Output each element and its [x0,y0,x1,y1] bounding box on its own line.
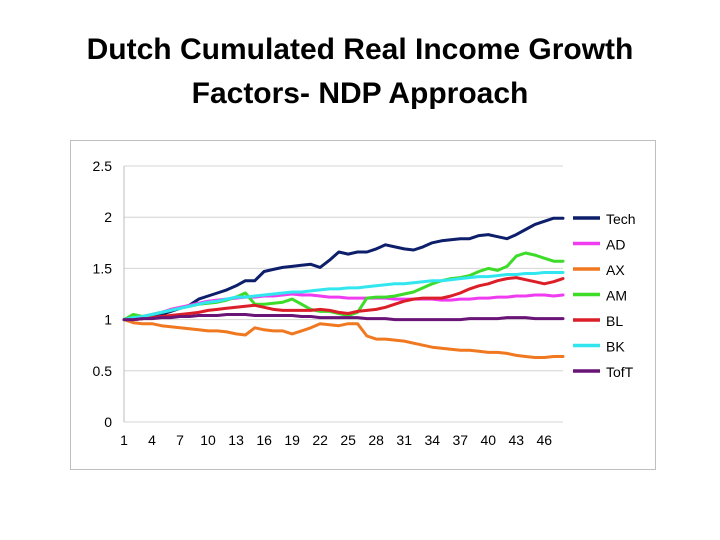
slide-title: Dutch Cumulated Real Income Growth Facto… [0,28,720,116]
legend-label-tech: Tech [606,211,636,227]
x-tick-label: 22 [312,432,328,448]
legend-label-ad: AD [606,237,625,253]
series-line-toft [122,313,565,322]
line-chart: 0 0.5 1 1.5 2 2.5 1 4 7 10 13 16 19 22 25 28 31 34 37 40 43 4… [93,158,636,448]
x-tick-label: 10 [200,432,216,448]
x-tick-label: 46 [537,432,553,448]
x-tick-label: 25 [340,432,356,448]
y-tick-label: 1 [104,312,112,328]
legend-label-bk: BK [606,339,625,355]
legend-label-ax: AX [606,262,625,278]
series-line-bl [122,276,565,322]
series-line-tech [122,216,565,322]
y-tick-label: 0 [104,414,112,430]
x-tick-label: 1 [120,432,128,448]
x-tick-label: 40 [480,432,496,448]
x-tick-label: 16 [256,432,272,448]
y-tick-label: 1.5 [93,260,113,276]
slide-title-line-1: Dutch Cumulated Real Income Growth [86,33,634,66]
x-tick-label: 13 [228,432,244,448]
legend-label-bl: BL [606,313,623,329]
x-tick-label: 19 [284,432,300,448]
y-tick-label: 2 [104,209,112,225]
series-line-bk [122,271,565,322]
y-tick-label: 0.5 [93,363,113,379]
x-tick-label: 7 [176,432,184,448]
x-tick-label: 34 [424,432,440,448]
series-line-ax [122,318,565,359]
legend-label-toft: TofT [606,364,634,380]
y-tick-label: 2.5 [93,158,113,174]
x-tick-label: 31 [396,432,412,448]
x-tick-label: 37 [452,432,468,448]
legend-label-am: AM [606,288,627,304]
x-tick-label: 43 [509,432,525,448]
x-tick-label: 4 [148,432,156,448]
series-line-am [122,251,565,322]
slide-title-line-2: Factors- NDP Approach [191,77,529,110]
x-tick-label: 28 [368,432,384,448]
chart-frame: 0 0.5 1 1.5 2 2.5 1 4 7 10 13 16 19 22 25 28 31 34 37 40 43 4… [70,140,656,470]
